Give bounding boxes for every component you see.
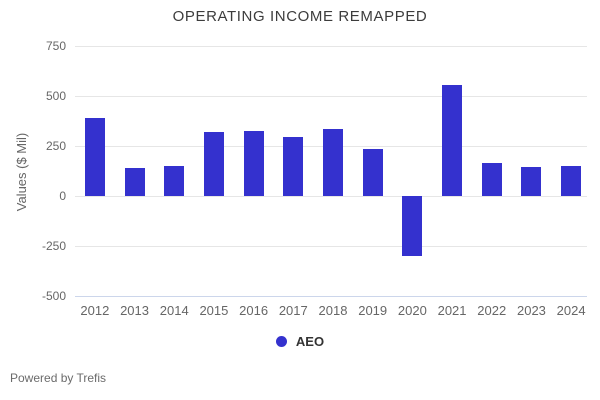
bar-2021[interactable] bbox=[442, 84, 463, 196]
y-tick-label: -250 bbox=[41, 239, 66, 253]
bar-2024[interactable] bbox=[561, 165, 582, 196]
x-tick-label: 2024 bbox=[556, 303, 586, 318]
bar-2020[interactable] bbox=[402, 196, 423, 256]
chart-title: OPERATING INCOME REMAPPED bbox=[172, 8, 428, 25]
bar-2015[interactable] bbox=[203, 132, 224, 196]
y-tick-label: 250 bbox=[45, 139, 66, 153]
x-tick-label: 2020 bbox=[397, 303, 427, 318]
gridline bbox=[75, 96, 587, 97]
y-tick-label: 500 bbox=[45, 89, 66, 103]
bar-2016[interactable] bbox=[243, 130, 264, 196]
legend-item-aeo[interactable]: AEO bbox=[0, 333, 600, 349]
legend-marker-icon bbox=[275, 335, 287, 347]
y-tick-label: 750 bbox=[45, 39, 66, 53]
x-tick-label: 2021 bbox=[437, 303, 467, 318]
x-tick-label: 2016 bbox=[239, 303, 269, 318]
y-tick-label: 0 bbox=[59, 189, 66, 203]
bar-2012[interactable] bbox=[84, 118, 105, 196]
legend-label: AEO bbox=[295, 333, 325, 349]
bar-2023[interactable] bbox=[521, 167, 542, 196]
gridline bbox=[75, 246, 587, 247]
bar-2014[interactable] bbox=[164, 165, 185, 196]
x-tick-label: 2014 bbox=[159, 303, 189, 318]
x-tick-label: 2022 bbox=[477, 303, 507, 318]
x-tick-label: 2023 bbox=[516, 303, 546, 318]
gridline bbox=[75, 46, 587, 47]
x-tick-label: 2018 bbox=[318, 303, 348, 318]
x-tick-label: 2019 bbox=[358, 303, 388, 318]
bar-2013[interactable] bbox=[124, 168, 145, 196]
y-tick-label: -500 bbox=[41, 289, 66, 303]
bar-2022[interactable] bbox=[481, 163, 502, 196]
bar-2018[interactable] bbox=[323, 128, 343, 196]
bar-2019[interactable] bbox=[362, 149, 383, 196]
gridline bbox=[75, 196, 587, 197]
x-tick-label: 2013 bbox=[120, 303, 149, 318]
x-tick-label: 2017 bbox=[278, 303, 308, 318]
x-axis-line bbox=[75, 296, 587, 297]
bar-2017[interactable] bbox=[283, 136, 304, 196]
powered-by-trefis: Powered by Trefis bbox=[10, 371, 107, 385]
x-tick-label: 2015 bbox=[199, 303, 229, 318]
x-tick-label: 2012 bbox=[80, 303, 110, 318]
